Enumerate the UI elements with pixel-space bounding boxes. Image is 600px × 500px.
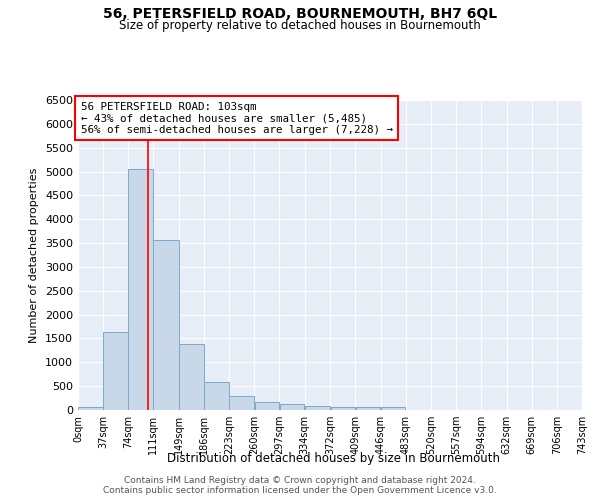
Bar <box>305 406 330 410</box>
Bar <box>128 168 153 410</box>
Bar <box>356 408 380 410</box>
Text: Contains HM Land Registry data © Crown copyright and database right 2024.: Contains HM Land Registry data © Crown c… <box>124 476 476 485</box>
Text: Size of property relative to detached houses in Bournemouth: Size of property relative to detached ho… <box>119 19 481 32</box>
Bar <box>154 240 179 410</box>
Bar <box>229 396 254 410</box>
Bar <box>179 344 204 410</box>
Bar <box>280 404 304 410</box>
Bar <box>254 402 279 410</box>
Text: Contains public sector information licensed under the Open Government Licence v3: Contains public sector information licen… <box>103 486 497 495</box>
Text: 56, PETERSFIELD ROAD, BOURNEMOUTH, BH7 6QL: 56, PETERSFIELD ROAD, BOURNEMOUTH, BH7 6… <box>103 8 497 22</box>
Bar <box>205 382 229 410</box>
Bar <box>103 332 128 410</box>
Bar <box>331 408 355 410</box>
Y-axis label: Number of detached properties: Number of detached properties <box>29 168 40 342</box>
Text: Distribution of detached houses by size in Bournemouth: Distribution of detached houses by size … <box>167 452 500 465</box>
Text: 56 PETERSFIELD ROAD: 103sqm
← 43% of detached houses are smaller (5,485)
56% of : 56 PETERSFIELD ROAD: 103sqm ← 43% of det… <box>80 102 392 134</box>
Bar <box>381 407 406 410</box>
Bar <box>78 406 103 410</box>
